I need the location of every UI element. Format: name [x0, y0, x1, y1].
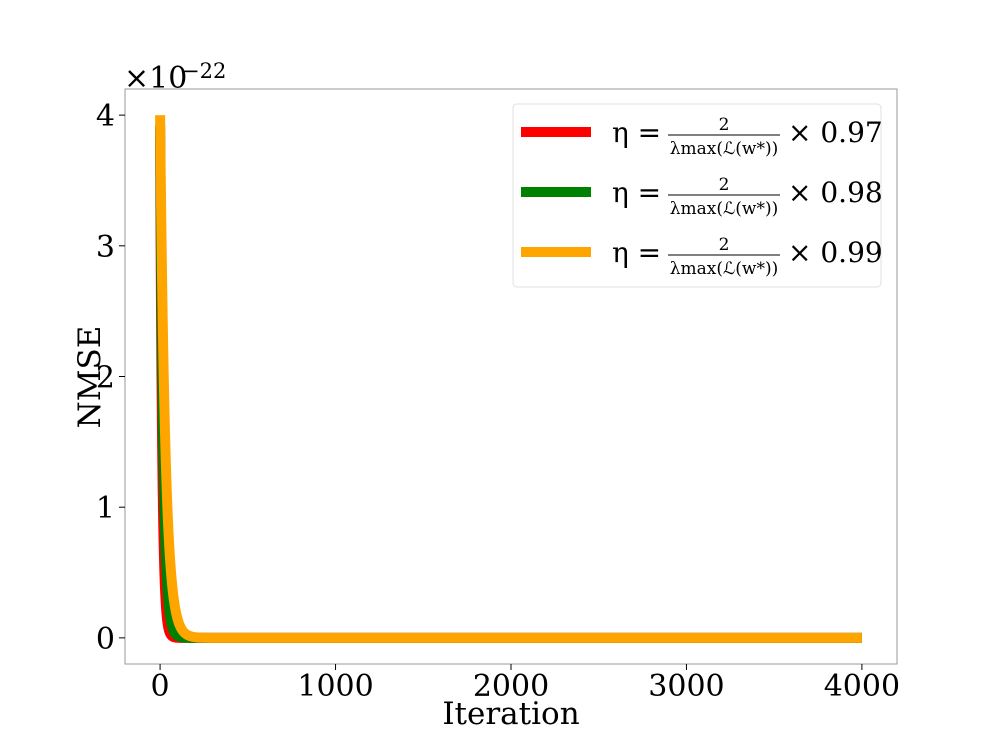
x-tick-label: 0 [151, 669, 170, 704]
x-tick-label: 2000 [473, 669, 549, 704]
legend-suffix: × 0.98 [788, 176, 883, 209]
legend-prefix: η = [612, 176, 661, 209]
series-line-2 [155, 115, 862, 643]
y-tick-label: 3 [96, 230, 115, 265]
legend-frac-num: 2 [719, 175, 730, 195]
legend: η = 2 λmax(ℒ(w*)) × 0.97 η = 2 λmax(ℒ(w*)) × 0.… [512, 103, 883, 288]
legend-frac-den: λmax(ℒ(w*)) [670, 259, 778, 279]
y-tick-label: 0 [96, 622, 115, 657]
y-ticks: 0 1 2 3 4 [96, 99, 125, 657]
y-scale-base: ×10 [124, 61, 187, 96]
legend-prefix: η = [612, 116, 661, 149]
y-scale-exponent: −22 [182, 59, 226, 83]
x-tick-label: 1000 [297, 669, 373, 704]
y-scale-offset: ×10 −22 [124, 59, 226, 96]
x-ticks: 0 1000 2000 3000 4000 [151, 664, 900, 704]
series-layer [155, 115, 862, 643]
legend-prefix: η = [612, 236, 661, 269]
y-axis-label: NMSE [72, 326, 108, 429]
legend-entry: η = 2 λmax(ℒ(w*)) × 0.98 [521, 175, 883, 219]
legend-frac-num: 2 [719, 115, 730, 135]
y-tick-label: 4 [96, 99, 115, 134]
legend-entry: η = 2 λmax(ℒ(w*)) × 0.99 [521, 235, 883, 279]
y-tick-label: 2 [96, 361, 115, 396]
x-axis-label: Iteration [442, 696, 579, 732]
legend-suffix: × 0.99 [788, 236, 883, 269]
x-tick-label: 3000 [648, 669, 724, 704]
legend-frac-den: λmax(ℒ(w*)) [670, 199, 778, 219]
legend-frac-den: λmax(ℒ(w*)) [670, 139, 778, 159]
x-tick-label: 4000 [824, 669, 900, 704]
legend-entry: η = 2 λmax(ℒ(w*)) × 0.97 [521, 115, 883, 159]
legend-suffix: × 0.97 [788, 116, 883, 149]
legend-frac-num: 2 [719, 235, 730, 255]
y-tick-label: 1 [96, 491, 115, 526]
